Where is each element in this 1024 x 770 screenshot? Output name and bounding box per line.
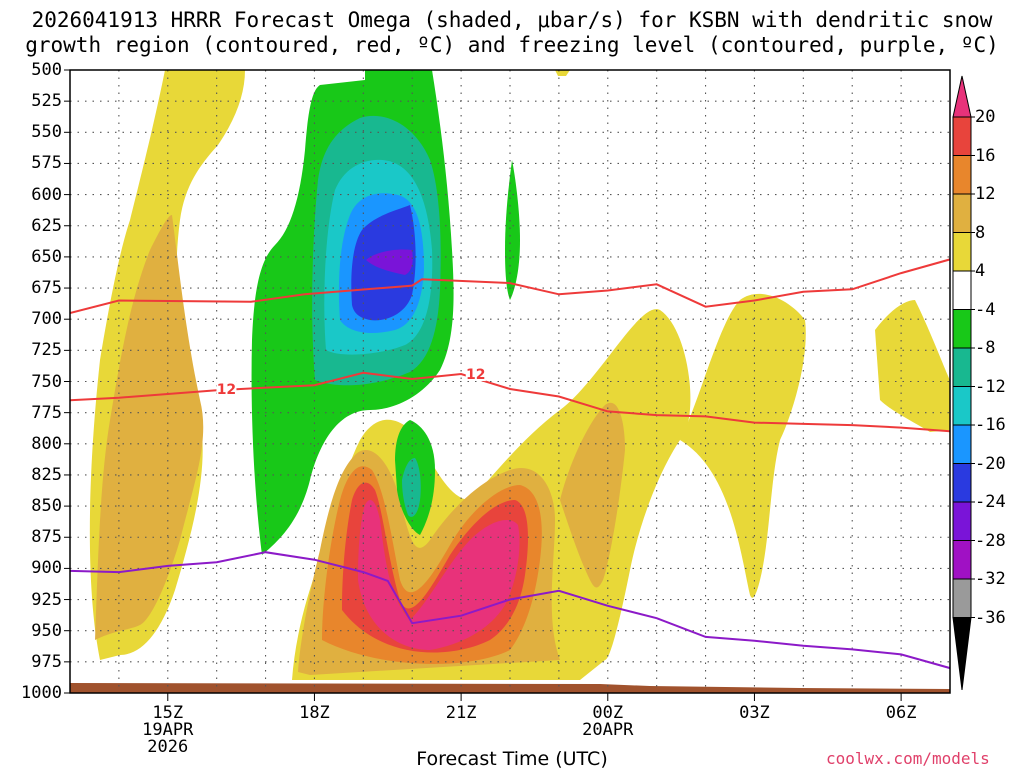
- colorbar-label: -12: [975, 376, 1006, 397]
- colorbar-segment: [952, 116, 972, 156]
- x-axis-title: Forecast Time (UTC): [416, 748, 608, 770]
- colorbar-segment: [952, 540, 972, 580]
- isotherm-line: [70, 371, 950, 433]
- isotherm-lines: [70, 258, 950, 670]
- omega-region-magenta: [358, 500, 520, 650]
- colorbar-label: -16: [975, 415, 1006, 435]
- isotherm-label-bg: [216, 379, 237, 396]
- x-tick-label: 00Z: [592, 703, 624, 723]
- terrain-ground: [70, 683, 950, 693]
- isotherm-label: 12: [466, 367, 485, 383]
- colorbar-bottom-arrow: [952, 617, 972, 691]
- y-tick-label: 825: [31, 464, 62, 485]
- y-tick-label: 600: [31, 184, 62, 205]
- y-tick-label: 675: [31, 278, 62, 299]
- colorbar-label: -36: [975, 607, 1006, 628]
- y-tick-label: 900: [31, 558, 62, 579]
- y-tick-label: 950: [31, 620, 62, 641]
- x-tick-label: 15Z: [152, 703, 184, 723]
- colorbar-segment: [952, 578, 972, 618]
- y-tick-label: 550: [31, 122, 62, 143]
- colorbar-segment: [952, 424, 972, 464]
- colorbar-segment: [952, 270, 972, 310]
- y-tick-label: 975: [31, 651, 62, 672]
- omega-region-tan: [95, 215, 204, 640]
- omega-region-tan: [560, 402, 625, 588]
- y-tick-label: 625: [31, 215, 62, 236]
- colorbar-segment: [952, 463, 972, 503]
- omega-region-green: [505, 160, 520, 300]
- x-tick-label: 03Z: [739, 703, 770, 723]
- colorbar-segment: [952, 386, 972, 426]
- x-tick-label: 21Z: [445, 703, 477, 723]
- isotherm-labels: 12 12: [216, 365, 486, 398]
- site-credit-link[interactable]: coolwx.com/models: [826, 749, 990, 768]
- colorbar-segment: [952, 155, 972, 195]
- omega-region-teal: [402, 458, 421, 517]
- x-tick-label: 19APR: [142, 720, 194, 740]
- x-tick-label: 20APR: [582, 720, 634, 740]
- axis-ticks: [64, 69, 902, 701]
- chart-title-line2: growth region (contoured, red, ºC) and f…: [25, 33, 999, 57]
- y-tick-label: 575: [31, 153, 62, 174]
- x-tick-label: 2026: [147, 737, 189, 757]
- isotherm-label-bg: [465, 365, 486, 382]
- colorbar-label: -24: [975, 492, 1006, 512]
- colorbar-segment: [952, 232, 972, 272]
- colorbar-segment: [952, 501, 972, 541]
- colorbar-label: -4: [975, 299, 996, 320]
- y-tick-label: 800: [31, 433, 62, 454]
- colorbar-label: -32: [975, 569, 1006, 589]
- colorbar-label: -8: [975, 338, 996, 358]
- omega-region-yellow: [875, 300, 950, 432]
- colorbar-segment: [952, 193, 972, 233]
- isotherm-line: [70, 551, 950, 670]
- colorbar-label: 8: [975, 222, 986, 243]
- omega-region-yellow: [680, 293, 806, 598]
- y-tick-label: 875: [31, 527, 62, 548]
- colorbar-segment: [952, 347, 972, 387]
- colorbar-label: -28: [975, 530, 1006, 551]
- x-tick-label: 18Z: [299, 703, 330, 723]
- y-tick-label: 775: [31, 402, 62, 423]
- y-tick-label: 725: [31, 340, 62, 361]
- colorbar-segment: [952, 309, 972, 349]
- y-tick-label: 500: [31, 60, 62, 80]
- colorbar-label: -20: [975, 453, 1006, 474]
- y-tick-label: 650: [31, 246, 62, 267]
- chart-title-line1: 2026041913 HRRR Forecast Omega (shaded, …: [31, 8, 993, 32]
- isotherm-label: 12: [217, 382, 236, 398]
- y-tick-label: 925: [31, 589, 62, 610]
- colorbar-label: 12: [975, 184, 996, 204]
- y-tick-label: 850: [31, 496, 62, 517]
- y-tick-label: 1000: [21, 683, 62, 703]
- colorbar-label: 4: [975, 261, 986, 281]
- y-tick-label: 525: [31, 91, 62, 112]
- colorbar-top-arrow: [952, 75, 972, 118]
- colorbar-label: 20: [975, 107, 996, 127]
- y-tick-label: 750: [31, 371, 62, 392]
- isotherm-line: [70, 258, 950, 314]
- colorbar: [952, 75, 975, 691]
- colorbar-label: 16: [975, 145, 996, 166]
- omega-region-purple: [366, 249, 413, 275]
- x-tick-label: 06Z: [885, 703, 917, 723]
- y-tick-label: 700: [31, 309, 62, 330]
